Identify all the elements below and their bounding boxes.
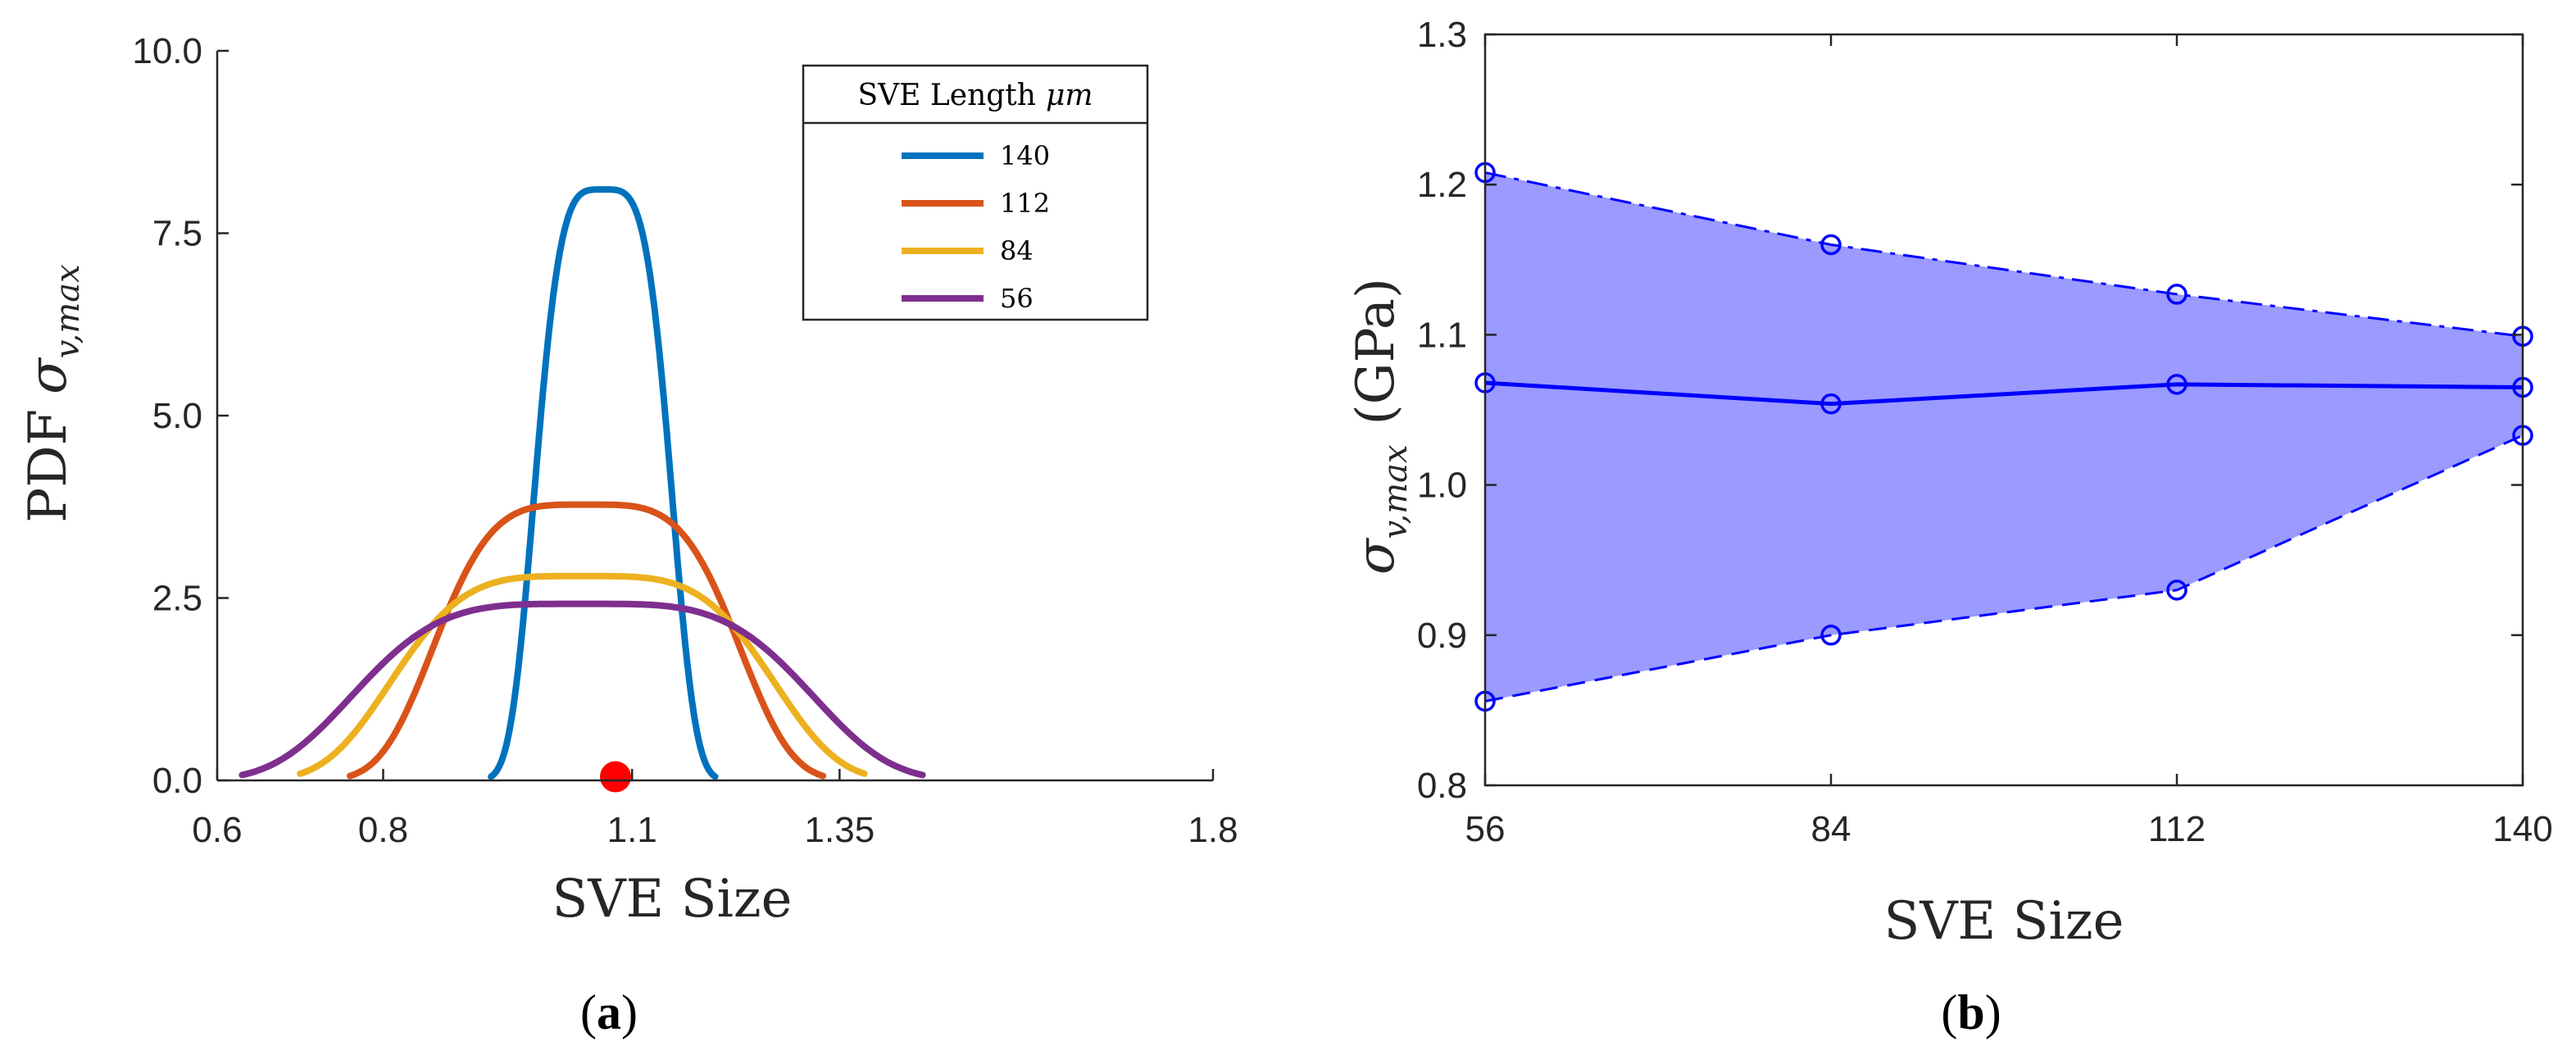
legend-label-140: 140: [1000, 140, 1050, 171]
panel-a-ytick-label: 10.0: [132, 31, 202, 71]
panel-a-ytick-label: 5.0: [152, 396, 202, 436]
panel-a-xlabel: SVE Size: [552, 869, 792, 930]
panel-b-xtick-label: 56: [1465, 809, 1506, 849]
panel-b-line-mean: [1484, 380, 2524, 407]
panel-a-xtick-label: 0.6: [192, 810, 242, 850]
panel-b-lines: [1474, 161, 2533, 712]
panel-a-xtick-label: 1.35: [805, 810, 875, 850]
caption-a: (a): [580, 985, 638, 1039]
panel-b-chart: 0.8 0.9 1.0 1.1 1.2 1.3 56 84 112 140 SVE Size σv…: [1346, 15, 2553, 952]
legend-label-56: 56: [1000, 283, 1034, 314]
legend-label-112: 112: [1000, 188, 1050, 219]
panel-a-ytick-label: 7.5: [152, 214, 202, 254]
panel-b-ytick-label: 0.9: [1417, 616, 1467, 656]
pdf-curve-84: [297, 572, 868, 777]
panel-b-range-area: [1485, 172, 2523, 702]
panel-a-ylabel: PDF σv,max: [18, 264, 87, 522]
panel-a-legend: SVE Length μm 140 112 84 56: [802, 64, 1149, 321]
panel-b-ticks: 0.8 0.9 1.0 1.1 1.2 1.3 56 84 112 140: [1417, 15, 2553, 849]
panel-b-xtick-label: 84: [1811, 809, 1851, 849]
panel-a-curves: [239, 186, 926, 780]
panel-a-chart: 0.0 2.5 5.0 7.5 10.0 0.6 0.8 1.1 1.35 1.8 SVE Siz…: [18, 31, 1238, 930]
panel-b-ytick-label: 1.0: [1417, 466, 1467, 506]
panel-b-fill: [1485, 172, 2523, 702]
panel-b-line-upper: [1484, 171, 2524, 338]
panel-b-axes-box: [1483, 33, 2524, 787]
pdf-curve-56: [239, 600, 926, 779]
panel-a-red-marker: [600, 761, 631, 793]
panel-b-axes: [1483, 33, 2524, 787]
panel-a-marker: [600, 761, 631, 793]
pdf-curve-112: [347, 501, 827, 780]
pdf-curve-140: [488, 186, 719, 780]
caption-b: (b): [1941, 985, 2001, 1039]
legend-label-84: 84: [1000, 235, 1034, 266]
caption-a-letter: a: [597, 985, 621, 1039]
panel-a-ticks: 0.0 2.5 5.0 7.5 10.0 0.6 0.8 1.1 1.35 1.8: [132, 31, 1238, 850]
panel-a-ylabel-subscript: v,max: [49, 264, 87, 358]
panel-b-ytick-label: 1.1: [1417, 315, 1467, 355]
caption-b-letter: b: [1957, 985, 1984, 1039]
panel-b-xtick-label: 140: [2492, 809, 2552, 849]
legend-title-prefix: SVE Length: [857, 79, 1035, 112]
panel-a-ytick-label: 0.0: [152, 761, 202, 801]
panel-b-ytick-label: 1.2: [1417, 165, 1467, 205]
panel-b-point-lower: [1820, 625, 1842, 646]
panel-a-xtick-label: 1.1: [607, 810, 657, 850]
panel-b-ylabel-subscript: v,max: [1377, 444, 1415, 539]
panel-b-xtick-label: 112: [2148, 809, 2206, 849]
panel-a-xtick-label: 1.8: [1188, 810, 1238, 850]
panel-a-ytick-label: 2.5: [152, 579, 202, 619]
legend-title: SVE Length μm: [857, 79, 1093, 112]
panel-b-xlabel: SVE Size: [1883, 891, 2124, 952]
panel-a-xtick-label: 0.8: [358, 810, 408, 850]
panel-b-ylabel: σv,max (GPa): [1346, 278, 1415, 575]
panel-b-ytick-label: 0.8: [1417, 766, 1467, 806]
panel-b-point-upper: [1820, 234, 1842, 256]
panel-a-ylabel-prefix: PDF: [18, 409, 79, 523]
panel-b-ylabel-unit: (GPa): [1346, 278, 1406, 425]
panel-b-point-mean: [1820, 393, 1842, 415]
panel-b-ylabel-symbol: σ: [1346, 537, 1406, 575]
panel-b-point-upper: [2166, 284, 2188, 305]
panel-a-ylabel-symbol: σ: [18, 357, 79, 394]
panel-b-point-lower: [2166, 580, 2188, 601]
legend-title-unit: μm: [1046, 79, 1093, 112]
panel-b-ytick-label: 1.3: [1417, 15, 1467, 55]
panel-b-point-mean: [2166, 374, 2188, 395]
panel-b-line-lower: [1484, 434, 2524, 703]
